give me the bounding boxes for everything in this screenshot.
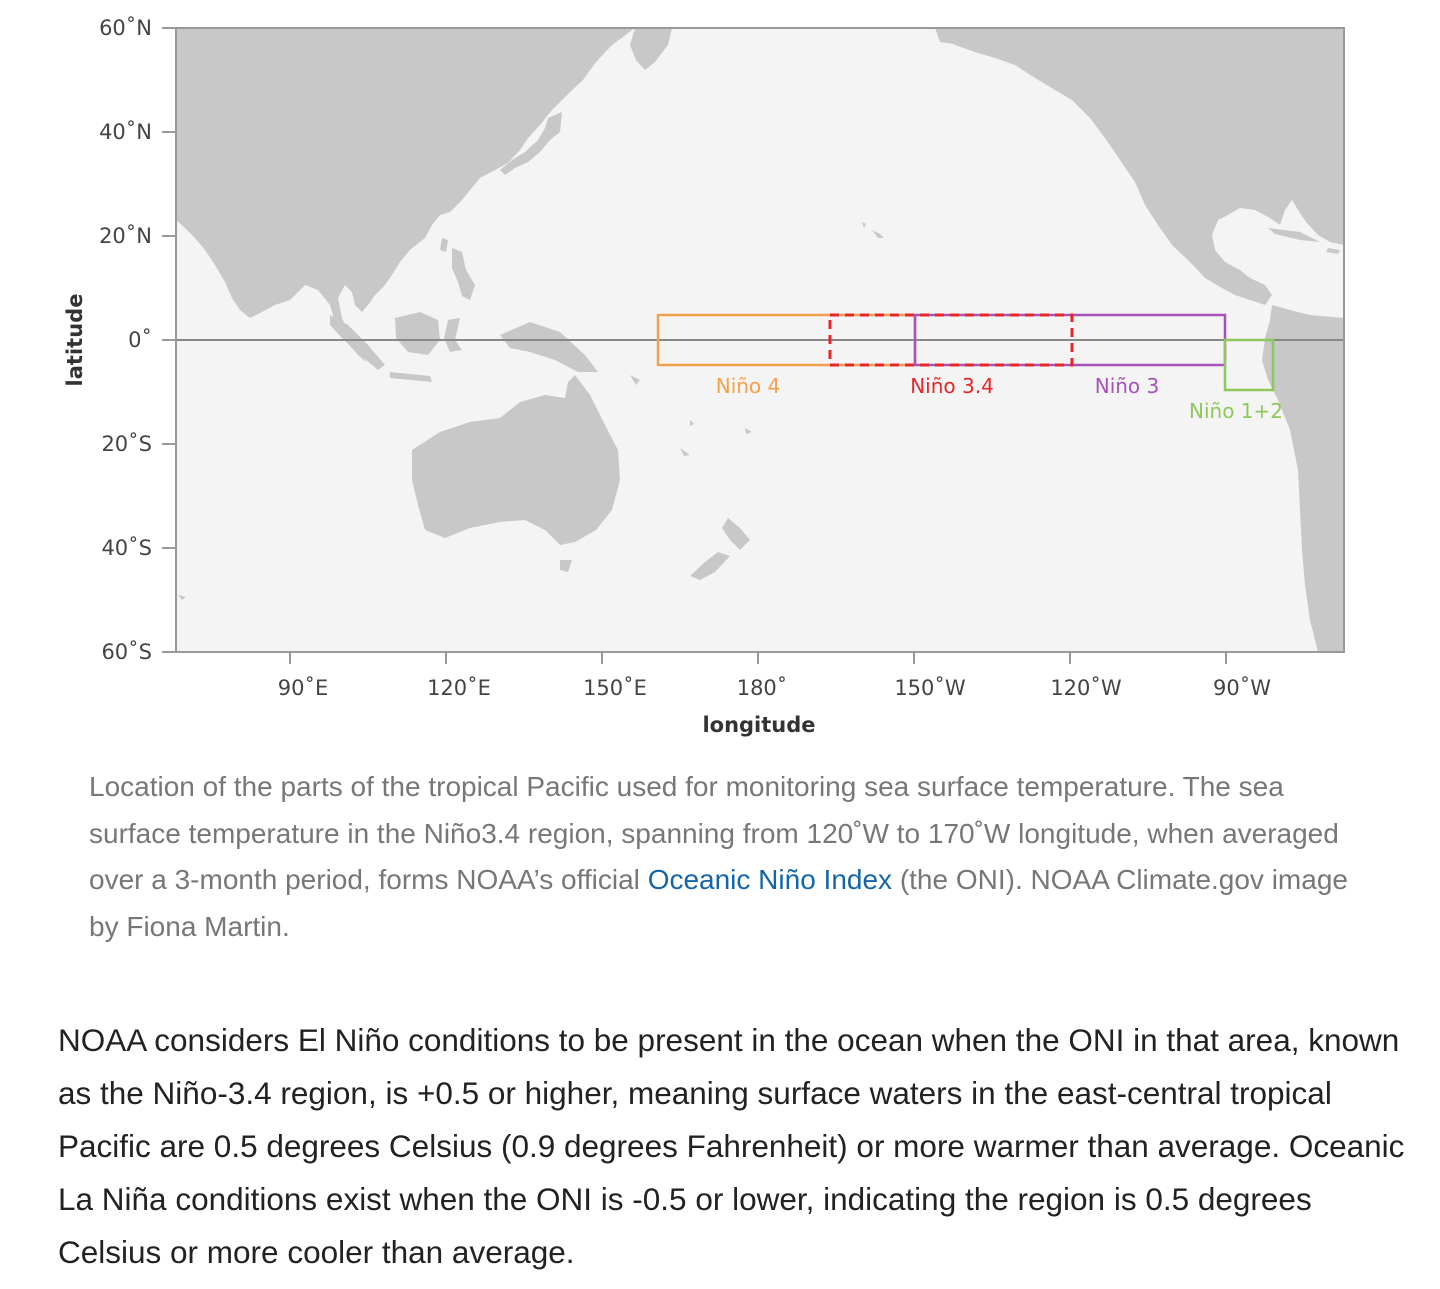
pacific-nino-regions-map: Niño 4 Niño 3.4 Niño 3 Niño 1+2 60˚N 40˚…: [63, 16, 1345, 737]
japan-landmass: [500, 112, 562, 175]
body-paragraph: NOAA considers El Niño conditions to be …: [58, 1022, 1405, 1270]
hawaii-islands: [862, 222, 884, 238]
y-axis-title: latitude: [63, 294, 87, 387]
lon-tick-label: 180˚: [737, 676, 788, 700]
nino-34-box: [828, 313, 1074, 367]
lat-tick-label: 0˚: [128, 328, 152, 352]
caribbean-islands: [1268, 228, 1340, 254]
lat-tick-label: 40˚N: [99, 120, 152, 144]
alaska-landmass: [935, 28, 990, 45]
nino-4-label: Niño 4: [716, 374, 781, 398]
lon-tick-label: 150˚E: [583, 676, 647, 700]
map-svg: Niño 4 Niño 3.4 Niño 3 Niño 1+2 60˚N 40˚…: [63, 16, 1345, 737]
landmasses: [176, 28, 1344, 652]
nino-12-box: [1223, 338, 1275, 392]
caption-text-before: Location of the parts of the tropical Pa…: [89, 771, 1339, 895]
tasmania-landmass: [560, 560, 572, 572]
lon-tick-label: 120˚W: [1050, 676, 1122, 700]
south-america-landmass: [1262, 305, 1344, 652]
lat-tick-label: 60˚S: [101, 640, 152, 664]
australia-landmass: [412, 375, 620, 545]
nino-12-label: Niño 1+2: [1189, 399, 1283, 423]
philippines-landmass: [452, 248, 475, 300]
lat-tick-label: 20˚S: [101, 432, 152, 456]
lon-tick-labels: 90˚E 120˚E 150˚E 180˚ 150˚W 120˚W 90˚W: [278, 676, 1271, 700]
lat-tick-labels: 60˚N 40˚N 20˚N 0˚ 20˚S 40˚S 60˚S: [99, 16, 152, 664]
new-guinea-landmass: [500, 322, 598, 372]
asia-landmass: [176, 28, 635, 362]
sulawesi-landmass: [444, 318, 462, 352]
lon-tick-marks: [289, 652, 1227, 664]
caption-text-after: (the ONI). NOAA Climate.gov image by Fio…: [89, 864, 1348, 942]
borneo-landmass: [395, 312, 440, 355]
lon-tick-label: 90˚W: [1213, 676, 1271, 700]
nino-34-label: Niño 3.4: [910, 374, 994, 398]
figure-caption: Location of the parts of the tropical Pa…: [89, 764, 1379, 950]
lon-tick-label: 120˚E: [427, 676, 491, 700]
lat-tick-label: 60˚N: [99, 16, 152, 40]
north-america-landmass: [935, 28, 1344, 305]
lon-tick-label: 150˚W: [894, 676, 966, 700]
lat-tick-label: 40˚S: [101, 536, 152, 560]
nino-3-label: Niño 3: [1095, 374, 1160, 398]
new-zealand-landmass: [690, 518, 750, 580]
x-axis-title: longitude: [702, 713, 815, 737]
sumatra-landmass: [330, 315, 385, 370]
lon-tick-label: 90˚E: [278, 676, 329, 700]
taiwan-landmass: [440, 238, 448, 252]
lat-tick-marks: [162, 27, 176, 653]
oceanic-nino-index-link[interactable]: Oceanic Niño Index: [647, 864, 893, 895]
java-landmass: [390, 372, 432, 382]
lat-tick-label: 20˚N: [99, 224, 152, 248]
kamchatka-landmass: [630, 28, 672, 70]
